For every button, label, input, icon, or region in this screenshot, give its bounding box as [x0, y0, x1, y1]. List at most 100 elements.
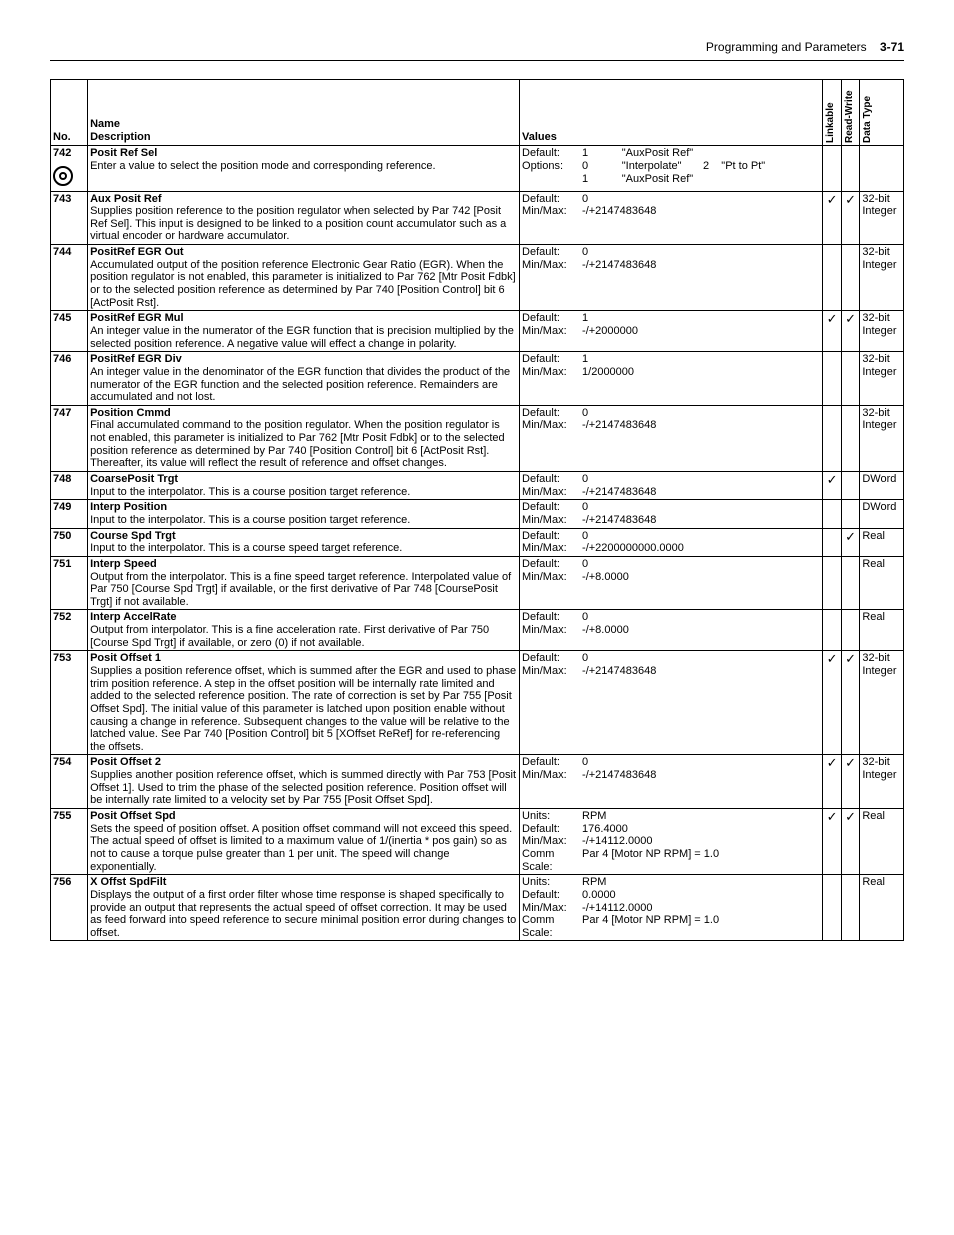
check-icon: ✓ — [827, 311, 838, 326]
datatype-cell: Real — [860, 809, 904, 875]
param-desc: An integer value in the denominator of t… — [90, 366, 510, 403]
value-text: Par 4 [Motor NP RPM] = 1.0 — [582, 848, 820, 873]
param-values: Units:RPMDefault:0.0000Min/Max:-/+14112.… — [520, 875, 823, 941]
param-desc: Accumulated output of the position refer… — [90, 259, 516, 309]
readwrite-cell — [841, 405, 860, 471]
value-label: Default: — [522, 353, 580, 366]
check-icon: ✓ — [845, 192, 856, 207]
value-text: -/+8.0000 — [582, 624, 820, 637]
readwrite-cell: ✓ — [841, 311, 860, 352]
param-no: 744 — [51, 245, 88, 311]
param-name: Posit Offset Spd — [90, 810, 176, 822]
col-rw-header: Read-Write — [841, 80, 860, 146]
readwrite-cell: ✓ — [841, 651, 860, 755]
param-name: Posit Ref Sel — [90, 147, 157, 159]
value-text: -/+2147483648 — [582, 486, 820, 499]
param-no: 746 — [51, 352, 88, 406]
value-label: Default: — [522, 652, 580, 665]
param-desc: Output from the interpolator. This is a … — [90, 571, 511, 608]
param-values: Default:0Min/Max:-/+2200000000.0000 — [520, 528, 823, 556]
linkable-cell: ✓ — [823, 755, 842, 809]
value-label: Min/Max: — [522, 769, 580, 782]
param-name: X Offst SpdFilt — [90, 876, 166, 888]
readwrite-cell: ✓ — [841, 755, 860, 809]
param-no: 754 — [51, 755, 88, 809]
value-text: -/+2147483648 — [582, 259, 820, 272]
param-desc: Input to the interpolator. This is a cou… — [90, 542, 402, 554]
param-no: 751 — [51, 556, 88, 610]
param-no: 742 — [51, 146, 88, 191]
value-label: Min/Max: — [522, 366, 580, 379]
value-label: Min/Max: — [522, 486, 580, 499]
datatype-cell: 32-bit Integer — [860, 352, 904, 406]
linkable-cell: ✓ — [823, 809, 842, 875]
value-label: Min/Max: — [522, 419, 580, 432]
value-label: Default: — [522, 501, 580, 514]
readwrite-cell: ✓ — [841, 191, 860, 245]
param-no: 755 — [51, 809, 88, 875]
param-name: Interp Position — [90, 501, 167, 513]
param-no: 750 — [51, 528, 88, 556]
value-label: Default: — [522, 193, 580, 206]
param-values: Default:0Min/Max:-/+8.0000 — [520, 556, 823, 610]
param-name: Interp Speed — [90, 558, 157, 570]
param-name: Position Cmmd — [90, 407, 171, 419]
value-label: Min/Max: — [522, 624, 580, 637]
value-text: 0 — [582, 193, 820, 206]
value-label: Min/Max: — [522, 325, 580, 338]
param-no: 749 — [51, 500, 88, 528]
value-text: 0 — [582, 501, 820, 514]
datatype-cell — [860, 146, 904, 191]
datatype-cell: 32-bit Integer — [860, 311, 904, 352]
value-label: Default: — [522, 530, 580, 543]
header-section: Programming and Parameters — [706, 40, 867, 54]
col-values-label: Values — [522, 131, 557, 143]
readwrite-cell: ✓ — [841, 528, 860, 556]
value-label — [522, 173, 580, 186]
table-row: 753Posit Offset 1Supplies a position ref… — [51, 651, 904, 755]
readonly-icon — [53, 166, 73, 186]
check-icon: ✓ — [827, 472, 838, 487]
col-name-label: Name — [90, 118, 120, 130]
param-no: 756 — [51, 875, 88, 941]
readwrite-cell — [841, 146, 860, 191]
param-no: 748 — [51, 472, 88, 500]
param-no: 747 — [51, 405, 88, 471]
table-row: 751Interp SpeedOutput from the interpola… — [51, 556, 904, 610]
header-row: No. Name Description Values Linkable Rea… — [51, 80, 904, 146]
param-values: Default:1Min/Max:-/+2000000 — [520, 311, 823, 352]
linkable-cell — [823, 875, 842, 941]
param-name-desc: Posit Offset 2Supplies another position … — [88, 755, 520, 809]
value-label: Default: — [522, 407, 580, 420]
param-desc: Enter a value to select the position mod… — [90, 160, 436, 172]
value-text: Par 4 [Motor NP RPM] = 1.0 — [582, 914, 820, 939]
value-text: 0 — [582, 558, 820, 571]
datatype-cell: Real — [860, 875, 904, 941]
param-values: Default:0Min/Max:-/+2147483648 — [520, 651, 823, 755]
linkable-cell — [823, 405, 842, 471]
value-label: Min/Max: — [522, 259, 580, 272]
table-row: 748CoarsePosit TrgtInput to the interpol… — [51, 472, 904, 500]
datatype-cell: 32-bit Integer — [860, 651, 904, 755]
check-icon: ✓ — [845, 809, 856, 824]
value-label: Default: — [522, 246, 580, 259]
table-row: 754Posit Offset 2Supplies another positi… — [51, 755, 904, 809]
datatype-cell: Real — [860, 556, 904, 610]
value-text: 1 — [582, 312, 820, 325]
value-label: Min/Max: — [522, 835, 580, 848]
value-label: Comm Scale: — [522, 848, 580, 873]
datatype-cell: DWord — [860, 500, 904, 528]
param-desc: Final accumulated command to the positio… — [90, 419, 505, 469]
value-text: -/+2147483648 — [582, 419, 820, 432]
linkable-cell: ✓ — [823, 191, 842, 245]
value-label: Default: — [522, 312, 580, 325]
param-values: Default:0Min/Max:-/+2147483648 — [520, 500, 823, 528]
value-label: Min/Max: — [522, 205, 580, 218]
value-text: -/+2147483648 — [582, 769, 820, 782]
table-row: 743Aux Posit RefSupplies position refere… — [51, 191, 904, 245]
table-row: 745PositRef EGR MulAn integer value in t… — [51, 311, 904, 352]
value-text: 0 — [582, 756, 820, 769]
readwrite-cell — [841, 610, 860, 651]
table-row: 746PositRef EGR DivAn integer value in t… — [51, 352, 904, 406]
col-linkable-header: Linkable — [823, 80, 842, 146]
